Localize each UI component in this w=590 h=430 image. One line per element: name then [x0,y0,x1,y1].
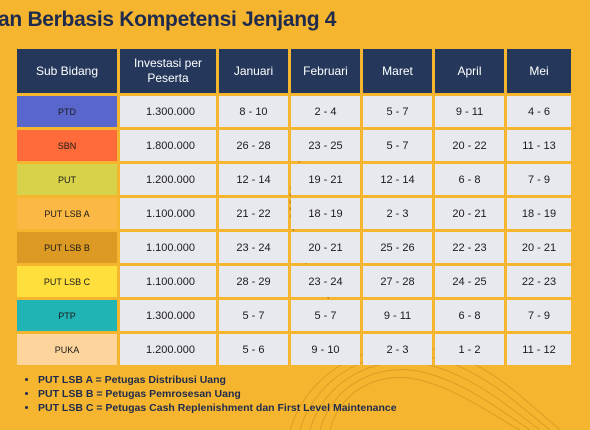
note-item: PUT LSB B = Petugas Pemrosesan Uang [38,387,397,401]
mei-cell: 4 - 6 [507,96,571,127]
januari-cell: 23 - 24 [219,232,288,263]
mei-cell: 11 - 12 [507,334,571,365]
legend-notes: PUT LSB A = Petugas Distribusi Uang PUT … [24,373,397,415]
februari-cell: 18 - 19 [291,198,360,229]
investasi-cell: 1.100.000 [120,232,216,263]
sub-bidang-cell: PUT LSB B [17,232,117,263]
februari-cell: 23 - 24 [291,266,360,297]
april-cell: 24 - 25 [435,266,504,297]
januari-cell: 28 - 29 [219,266,288,297]
januari-cell: 26 - 28 [219,130,288,161]
investasi-cell: 1.100.000 [120,266,216,297]
table-row: SBN 1.800.000 26 - 28 23 - 25 5 - 7 20 -… [17,130,571,161]
header-row: Sub Bidang Investasi per Peserta Januari… [17,49,571,93]
sub-bidang-cell: PUT LSB C [17,266,117,297]
april-cell: 22 - 23 [435,232,504,263]
januari-cell: 5 - 6 [219,334,288,365]
sub-bidang-cell: PUT LSB A [17,198,117,229]
mei-cell: 20 - 21 [507,232,571,263]
januari-cell: 5 - 7 [219,300,288,331]
header-januari: Januari [219,49,288,93]
investasi-cell: 1.100.000 [120,198,216,229]
sub-bidang-cell: PUT [17,164,117,195]
januari-cell: 8 - 10 [219,96,288,127]
page-title: an Berbasis Kompetensi Jenjang 4 [0,8,337,31]
table-row: PUKA 1.200.000 5 - 6 9 - 10 2 - 3 1 - 2 … [17,334,571,365]
maret-cell: 5 - 7 [363,96,432,127]
investasi-cell: 1.300.000 [120,300,216,331]
investasi-cell: 1.200.000 [120,164,216,195]
header-april: April [435,49,504,93]
april-cell: 20 - 21 [435,198,504,229]
sub-bidang-cell: SBN [17,130,117,161]
februari-cell: 20 - 21 [291,232,360,263]
header-mei: Mei [507,49,571,93]
investasi-cell: 1.300.000 [120,96,216,127]
februari-cell: 2 - 4 [291,96,360,127]
mei-cell: 7 - 9 [507,300,571,331]
header-februari: Februari [291,49,360,93]
investasi-cell: 1.200.000 [120,334,216,365]
april-cell: 9 - 11 [435,96,504,127]
table-row: PUT 1.200.000 12 - 14 19 - 21 12 - 14 6 … [17,164,571,195]
mei-cell: 22 - 23 [507,266,571,297]
table-row: PUT LSB B 1.100.000 23 - 24 20 - 21 25 -… [17,232,571,263]
februari-cell: 23 - 25 [291,130,360,161]
sub-bidang-cell: PTP [17,300,117,331]
april-cell: 20 - 22 [435,130,504,161]
header-investasi: Investasi per Peserta [120,49,216,93]
januari-cell: 12 - 14 [219,164,288,195]
table-row: PUT LSB A 1.100.000 21 - 22 18 - 19 2 - … [17,198,571,229]
table-row: PTP 1.300.000 5 - 7 5 - 7 9 - 11 6 - 8 7… [17,300,571,331]
note-item: PUT LSB A = Petugas Distribusi Uang [38,373,397,387]
mei-cell: 11 - 13 [507,130,571,161]
maret-cell: 25 - 26 [363,232,432,263]
januari-cell: 21 - 22 [219,198,288,229]
februari-cell: 9 - 10 [291,334,360,365]
schedule-table: Sub Bidang Investasi per Peserta Januari… [14,46,574,368]
maret-cell: 27 - 28 [363,266,432,297]
sub-bidang-cell: PTD [17,96,117,127]
april-cell: 1 - 2 [435,334,504,365]
maret-cell: 5 - 7 [363,130,432,161]
maret-cell: 9 - 11 [363,300,432,331]
header-maret: Maret [363,49,432,93]
maret-cell: 2 - 3 [363,334,432,365]
april-cell: 6 - 8 [435,164,504,195]
note-item: PUT LSB C = Petugas Cash Replenishment d… [38,401,397,415]
table-row: PUT LSB C 1.100.000 28 - 29 23 - 24 27 -… [17,266,571,297]
mei-cell: 7 - 9 [507,164,571,195]
mei-cell: 18 - 19 [507,198,571,229]
februari-cell: 5 - 7 [291,300,360,331]
header-sub-bidang: Sub Bidang [17,49,117,93]
maret-cell: 2 - 3 [363,198,432,229]
sub-bidang-cell: PUKA [17,334,117,365]
table-row: PTD 1.300.000 8 - 10 2 - 4 5 - 7 9 - 11 … [17,96,571,127]
investasi-cell: 1.800.000 [120,130,216,161]
maret-cell: 12 - 14 [363,164,432,195]
februari-cell: 19 - 21 [291,164,360,195]
april-cell: 6 - 8 [435,300,504,331]
